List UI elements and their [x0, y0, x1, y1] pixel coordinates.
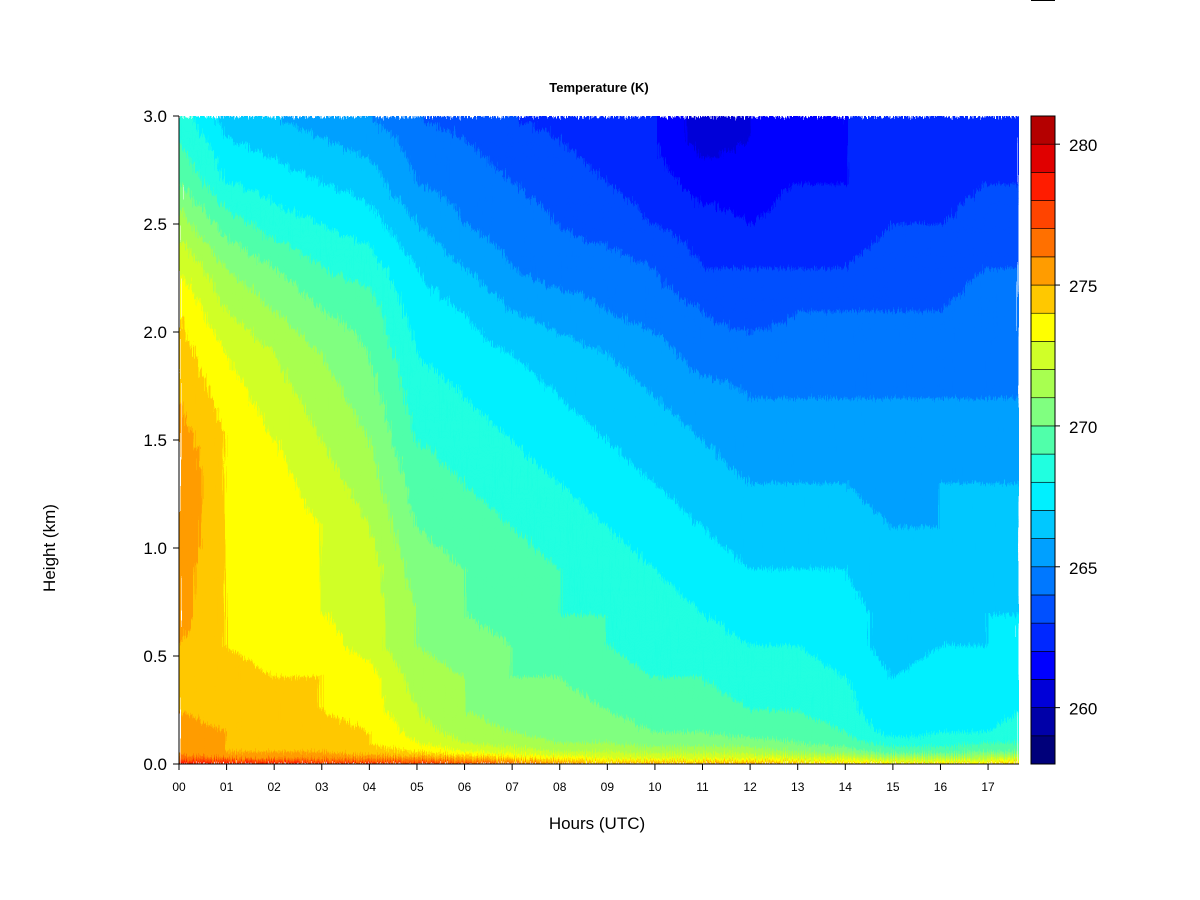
plot-area — [179, 116, 1020, 765]
chart-title: Temperature (K) — [549, 80, 648, 95]
heatmap-field — [179, 116, 1020, 765]
